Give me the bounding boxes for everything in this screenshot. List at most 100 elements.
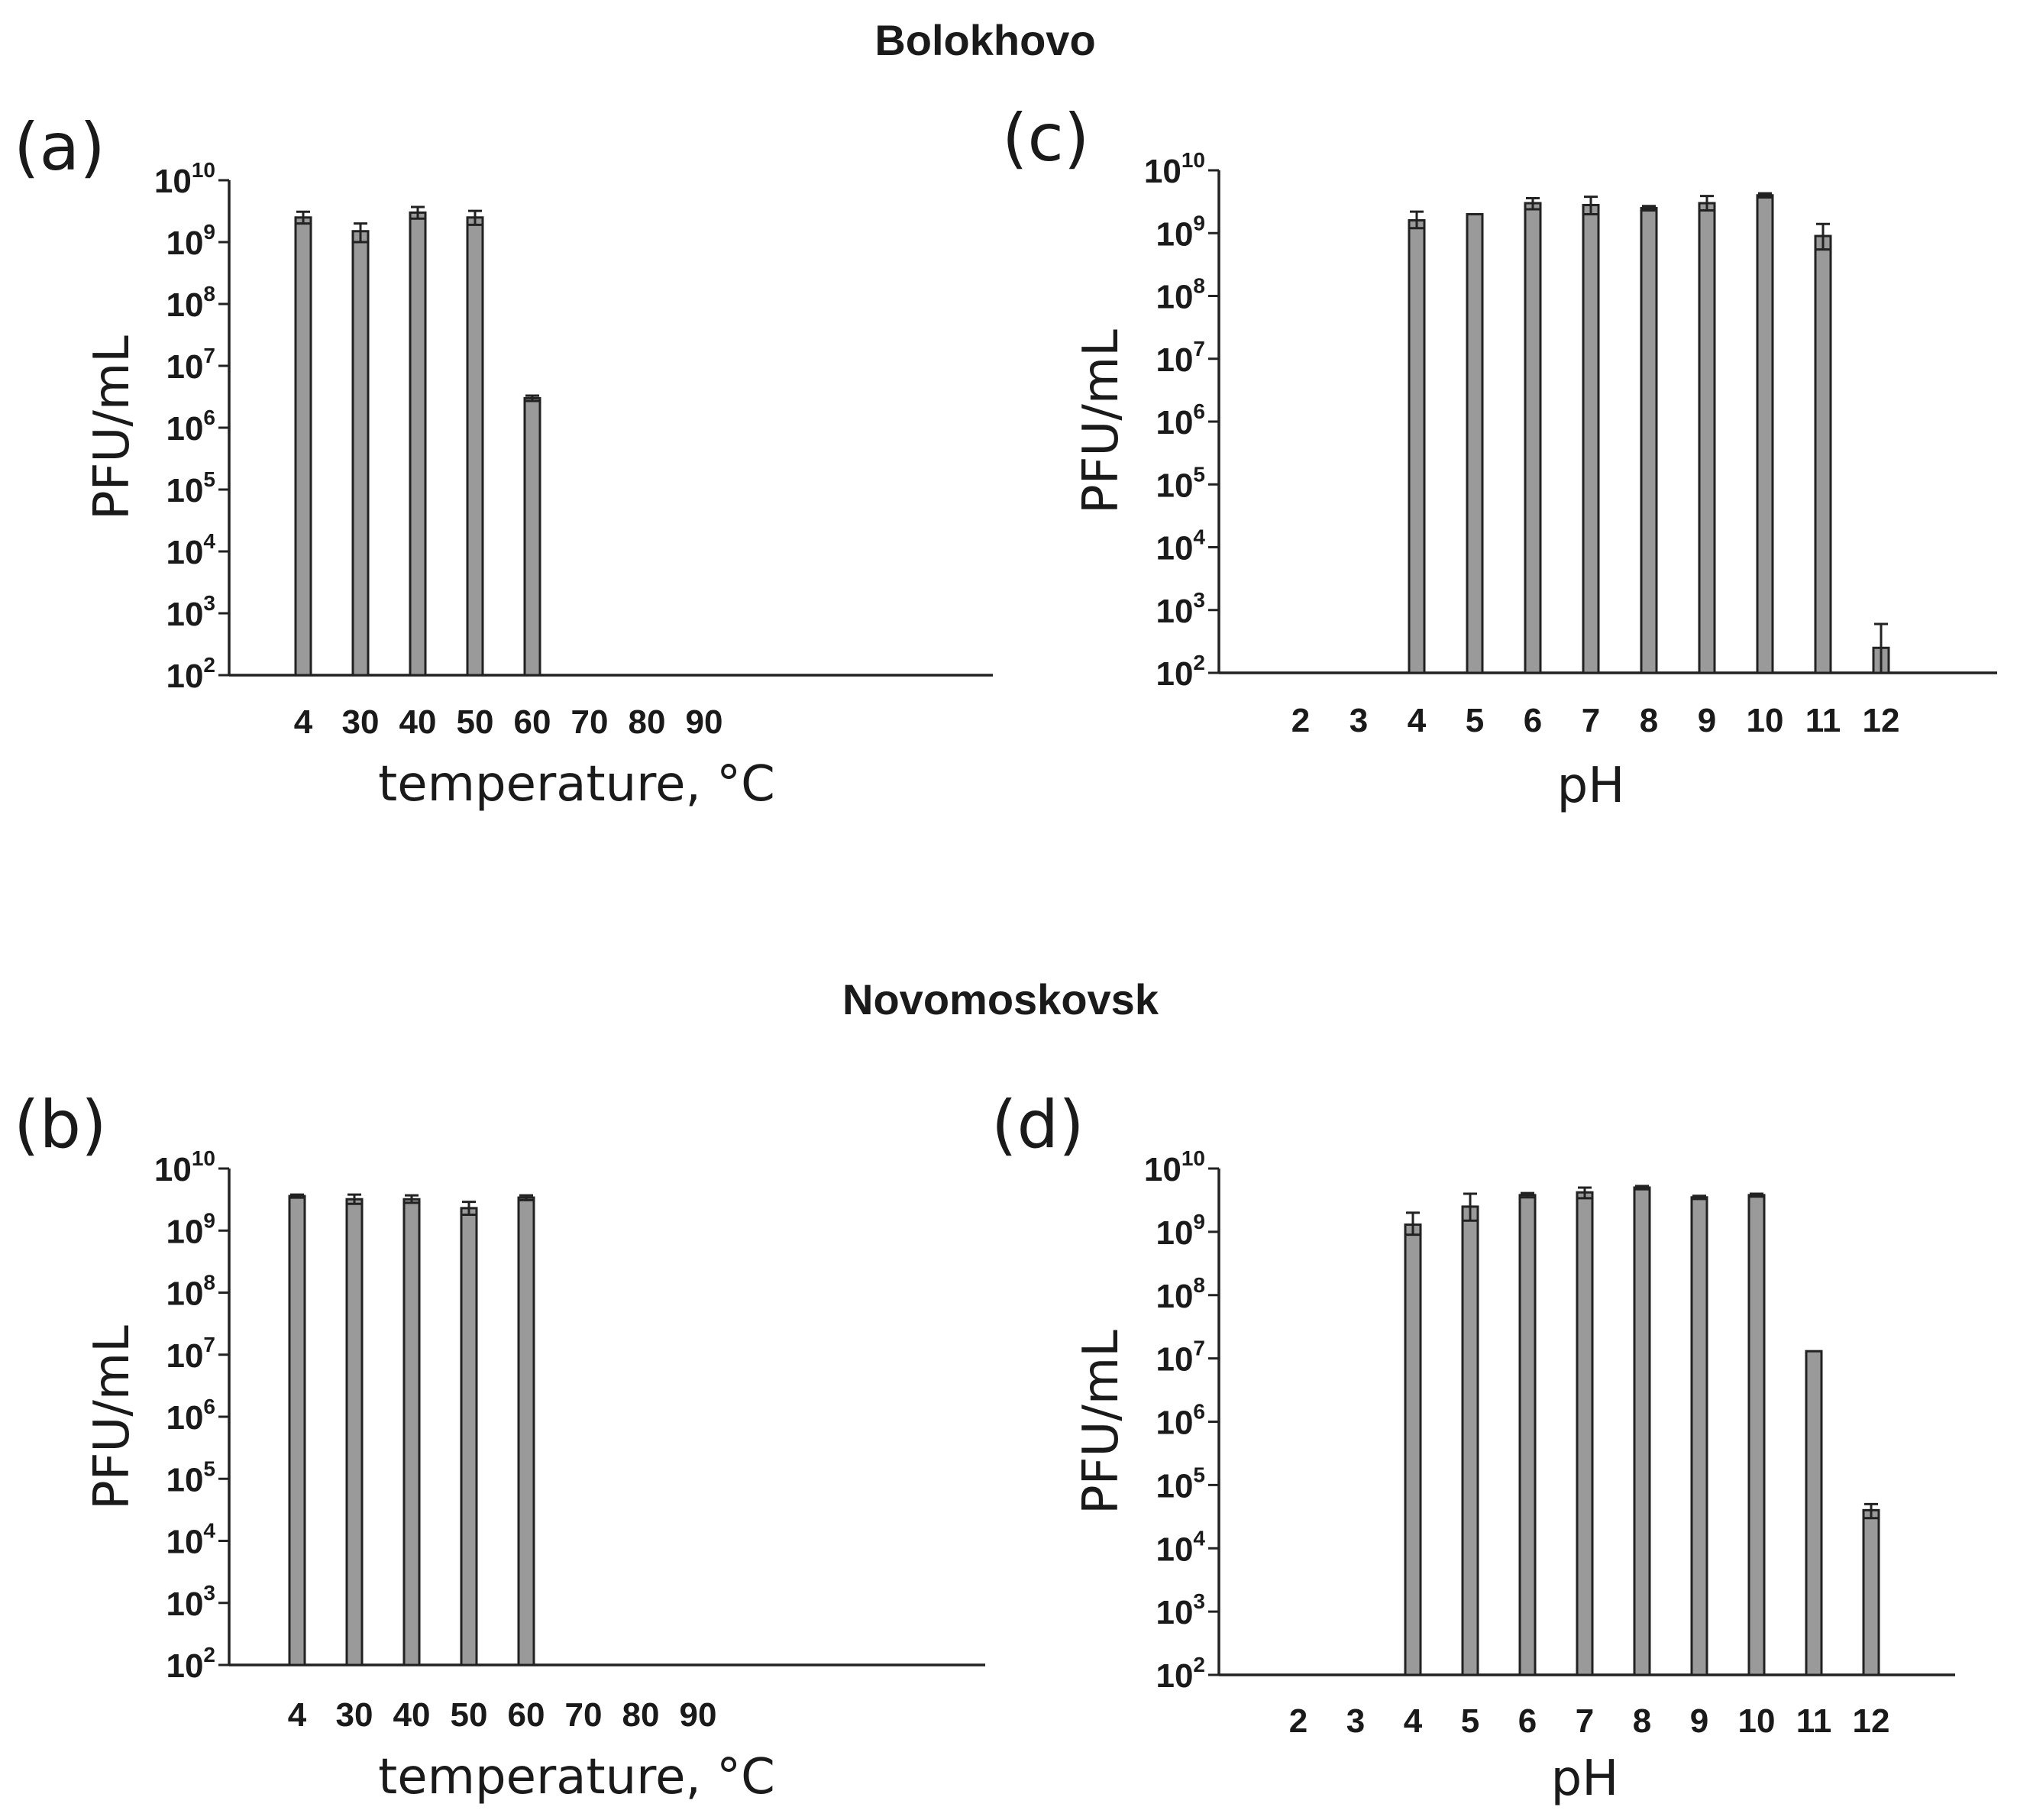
x-tick-label: 8 xyxy=(1640,702,1658,739)
y-tick-base: 10 xyxy=(1156,1594,1193,1631)
y-tick-base: 10 xyxy=(1156,279,1193,316)
y-tick-exponent: 8 xyxy=(1193,274,1205,298)
bar-5 xyxy=(1466,212,1484,674)
y-tick-exponent: 4 xyxy=(1193,1526,1205,1550)
x-tick-label: 70 xyxy=(565,1696,603,1734)
y-tick-base: 10 xyxy=(1144,1151,1181,1188)
x-tick-label: 2 xyxy=(1289,1702,1307,1740)
x-tick-label: 10 xyxy=(1747,702,1784,739)
bar-40 xyxy=(409,211,427,677)
x-tick-label: 80 xyxy=(622,1696,660,1734)
y-tick-label: 105 xyxy=(166,1456,215,1498)
y-tick-exponent: 7 xyxy=(203,344,215,367)
panel-label-d: (d) xyxy=(991,1087,1084,1163)
y-tick-label: 1010 xyxy=(154,1146,215,1188)
bar-10 xyxy=(1747,1194,1766,1676)
y-tick-label: 104 xyxy=(1156,525,1205,567)
y-tick-exponent: 3 xyxy=(1193,1589,1205,1613)
y-tick-label: 103 xyxy=(166,1581,215,1623)
y-tick-exponent: 9 xyxy=(1193,211,1205,234)
y-tick-base: 10 xyxy=(166,1647,203,1685)
y-tick-exponent: 8 xyxy=(1193,1273,1205,1297)
y-tick-label: 108 xyxy=(1156,274,1205,316)
bar-9 xyxy=(1690,1196,1708,1676)
y-tick-base: 10 xyxy=(1156,1467,1193,1505)
y-tick-exponent: 6 xyxy=(1193,1400,1205,1424)
y-tick-label: 107 xyxy=(1156,1337,1205,1379)
y-tick-label: 104 xyxy=(166,529,215,571)
x-tick-label: 2 xyxy=(1291,702,1310,739)
y-tick-exponent: 2 xyxy=(203,1643,215,1666)
y-tick-label: 105 xyxy=(1156,1463,1205,1505)
y-tick-label: 107 xyxy=(166,344,215,386)
x-tick-label: 50 xyxy=(451,1696,488,1734)
y-tick-label: 107 xyxy=(166,1333,215,1375)
y-tick-label: 102 xyxy=(166,653,215,695)
x-tick-label: 50 xyxy=(457,703,494,741)
y-tick-base: 10 xyxy=(1156,341,1193,379)
y-tick-exponent: 5 xyxy=(203,467,215,491)
x-tick-label: 9 xyxy=(1698,702,1716,739)
bar-7 xyxy=(1576,1191,1594,1676)
bar-11 xyxy=(1805,1350,1823,1676)
y-tick-base: 10 xyxy=(1156,215,1193,253)
panel-label-c: (c) xyxy=(1002,100,1089,176)
x-tick-label: 70 xyxy=(571,703,609,741)
y-tick-label: 106 xyxy=(166,1395,215,1437)
bar-7 xyxy=(1582,203,1600,674)
bar-10 xyxy=(1756,194,1774,674)
y-tick-label: 109 xyxy=(166,220,215,262)
panel-label-a: (a) xyxy=(14,109,105,186)
y-tick-label: 105 xyxy=(1156,462,1205,504)
y-tick-label: 103 xyxy=(166,591,215,633)
y-axis-title: PFU/mL xyxy=(84,335,141,520)
y-tick-label: 109 xyxy=(1156,1210,1205,1252)
x-tick-label: 12 xyxy=(1863,702,1900,739)
y-tick-exponent: 4 xyxy=(203,529,215,553)
bar-8 xyxy=(1640,207,1658,674)
y-tick-base: 10 xyxy=(166,1586,203,1623)
x-axis-title: temperature, °C xyxy=(378,756,775,813)
y-tick-label: 108 xyxy=(1156,1273,1205,1315)
y-tick-exponent: 5 xyxy=(1193,1463,1205,1486)
x-tick-label: 80 xyxy=(629,703,666,741)
y-tick-exponent: 2 xyxy=(1193,651,1205,674)
x-tick-label: 7 xyxy=(1576,1702,1594,1740)
y-tick-exponent: 6 xyxy=(203,1395,215,1418)
y-tick-base: 10 xyxy=(154,1151,192,1188)
x-tick-label: 9 xyxy=(1690,1702,1708,1740)
bar-50 xyxy=(460,1207,478,1666)
y-tick-exponent: 6 xyxy=(1193,399,1205,423)
y-tick-base: 10 xyxy=(1156,1341,1193,1379)
x-tick-label: 11 xyxy=(1805,702,1841,739)
y-tick-base: 10 xyxy=(1156,404,1193,441)
y-tick-label: 105 xyxy=(166,467,215,509)
bar-4 xyxy=(1404,1223,1422,1676)
y-tick-base: 10 xyxy=(1156,1278,1193,1315)
y-tick-exponent: 7 xyxy=(1193,337,1205,360)
y-axis-title: PFU/mL xyxy=(1073,1330,1130,1515)
y-tick-label: 106 xyxy=(1156,1400,1205,1442)
y-tick-exponent: 10 xyxy=(1181,1146,1205,1170)
y-tick-exponent: 5 xyxy=(1193,462,1205,486)
y-tick-base: 10 xyxy=(1156,530,1193,567)
y-tick-exponent: 9 xyxy=(203,1208,215,1232)
y-tick-base: 10 xyxy=(1156,1531,1193,1568)
y-tick-label: 1010 xyxy=(1144,1146,1205,1188)
y-axis-title: PFU/mL xyxy=(84,1325,141,1510)
y-tick-base: 10 xyxy=(166,534,203,571)
y-tick-label: 109 xyxy=(1156,211,1205,253)
bar-50 xyxy=(466,216,484,677)
bar-30 xyxy=(345,1198,364,1666)
bar-4 xyxy=(1408,218,1426,674)
y-tick-base: 10 xyxy=(166,286,203,324)
y-tick-label: 109 xyxy=(166,1208,215,1250)
y-tick-base: 10 xyxy=(166,658,203,695)
panel-label-b: (b) xyxy=(14,1087,107,1163)
x-tick-label: 90 xyxy=(686,703,723,741)
y-tick-label: 104 xyxy=(166,1519,215,1561)
bar-5 xyxy=(1461,1205,1479,1676)
y-tick-base: 10 xyxy=(166,1461,203,1498)
x-axis-title: pH xyxy=(1551,1750,1619,1807)
